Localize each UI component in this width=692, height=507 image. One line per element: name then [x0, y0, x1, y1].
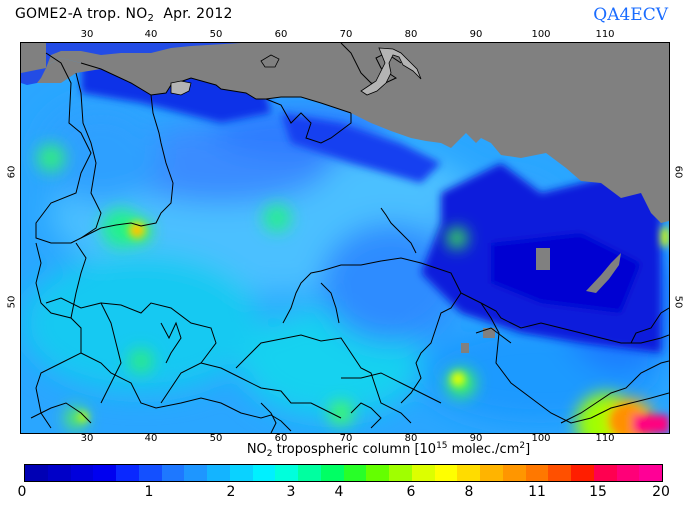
map-canvas: [21, 43, 669, 433]
colorbar-segment: [47, 465, 71, 481]
colorbar-tick-label: 2: [226, 484, 236, 500]
colorbar-segment: [389, 465, 412, 481]
x-tick-label: 70: [339, 433, 353, 444]
colorbar-segment: [252, 465, 276, 481]
country-borders: [30, 43, 669, 433]
colorbar-segment: [25, 465, 48, 481]
title-date: Apr. 2012: [154, 6, 233, 22]
no2-map[interactable]: [20, 42, 670, 434]
colorbar-tick-label: 4: [334, 484, 344, 500]
colorbar: [24, 464, 663, 482]
title-subscript: 2: [147, 13, 155, 24]
x-tick-label: 110: [595, 433, 615, 444]
x-tick-label: 80: [404, 29, 418, 40]
colorbar-segment: [411, 465, 435, 481]
y-tick-label: 60: [6, 165, 18, 179]
colorbar-segment: [161, 465, 185, 481]
map-title: GOME2-A trop. NO2 Apr. 2012: [15, 6, 233, 24]
x-tick-label: 90: [469, 433, 483, 444]
colorbar-segment: [93, 465, 116, 481]
x-tick-label: 110: [595, 29, 615, 40]
colorbar-segment: [639, 465, 662, 481]
label-sup: 15: [436, 441, 448, 451]
y-tick-label: 50: [672, 295, 684, 309]
x-tick-label: 50: [209, 433, 223, 444]
x-tick-label: 100: [531, 433, 551, 444]
colorbar-segment: [207, 465, 230, 481]
x-tick-label: 60: [274, 29, 288, 40]
x-tick-label: 40: [144, 433, 158, 444]
colorbar-segment: [366, 465, 389, 481]
x-tick-label: 90: [469, 29, 483, 40]
label-unit: molec./cm: [447, 442, 520, 457]
colorbar-segment: [320, 465, 344, 481]
colorbar-segment: [548, 465, 571, 481]
label-no: NO: [246, 442, 267, 457]
label-mid: tropospheric column [10: [272, 442, 437, 457]
x-tick-label: 60: [274, 433, 288, 444]
colorbar-tick-label: 0: [17, 484, 27, 500]
brand-logo: QA4ECV: [593, 5, 668, 25]
colorbar-segment: [571, 465, 594, 481]
x-tick-label: 30: [80, 433, 94, 444]
label-sub: 2: [266, 449, 273, 459]
colorbar-segment: [593, 465, 617, 481]
colorbar-tick-label: 1: [144, 484, 154, 500]
colorbar-tick-label: 20: [652, 484, 670, 500]
x-tick-label: 50: [209, 29, 223, 40]
colorbar-tick-label: 15: [589, 484, 607, 500]
label-sup2: 2: [519, 441, 526, 451]
colorbar-segment: [229, 465, 253, 481]
colorbar-tick-label: 11: [528, 484, 546, 500]
colorbar-segment: [275, 465, 298, 481]
colorbar-segment: [343, 465, 367, 481]
colorbar-label: NO2 tropospheric column [1015 molec./cm2…: [0, 441, 692, 459]
colorbar-segment: [116, 465, 139, 481]
title-text: GOME2-A trop. NO: [15, 6, 148, 22]
colorbar-tick-label: 3: [286, 484, 296, 500]
colorbar-segment: [502, 465, 526, 481]
colorbar-segment: [457, 465, 480, 481]
colorbar-segment: [616, 465, 640, 481]
y-tick-label: 60: [672, 165, 684, 179]
colorbar-segment: [525, 465, 549, 481]
x-tick-label: 40: [144, 29, 158, 40]
colorbar-segment: [434, 465, 458, 481]
colorbar-tick-label: 8: [464, 484, 474, 500]
label-end: ]: [525, 442, 531, 457]
colorbar-segment: [298, 465, 321, 481]
colorbar-segment: [480, 465, 503, 481]
x-tick-label: 100: [531, 29, 551, 40]
colorbar-segment: [70, 465, 94, 481]
colorbar-tick-label: 6: [406, 484, 416, 500]
colorbar-segment: [138, 465, 162, 481]
y-tick-label: 50: [6, 295, 18, 309]
no-data-region: [21, 43, 669, 223]
x-tick-label: 30: [80, 29, 94, 40]
x-tick-label: 70: [339, 29, 353, 40]
colorbar-segment: [184, 465, 207, 481]
x-tick-label: 80: [404, 433, 418, 444]
